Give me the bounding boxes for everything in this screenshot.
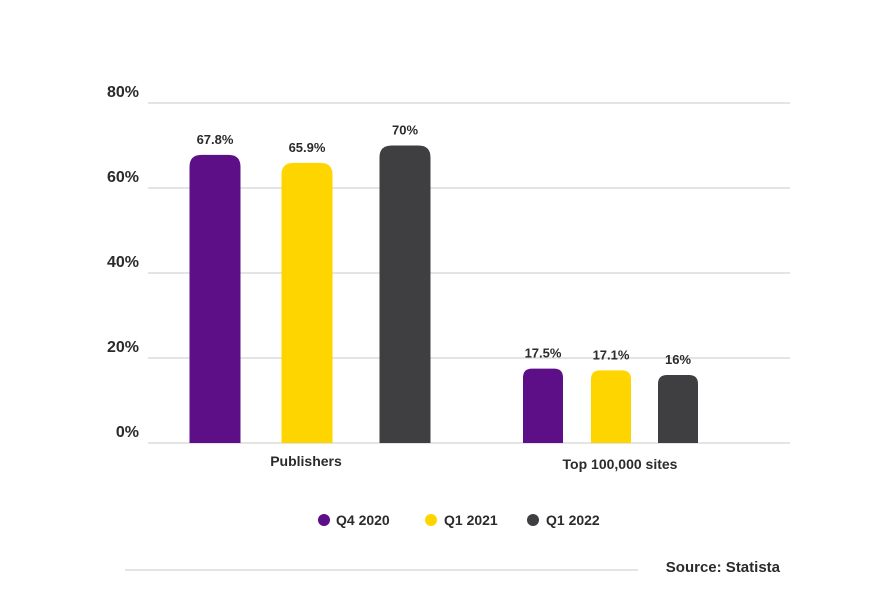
y-tick-label-1: 20% [107,339,139,356]
bars [189,145,698,444]
legend-swatch-0 [318,514,330,526]
data-label-q1-2021-0: 65.9% [289,140,326,155]
x-axis-categories: Publishers Top 100,000 sites [270,453,677,472]
legend-swatch-1 [425,514,437,526]
legend-label-0: Q4 2020 [336,512,390,528]
legend-item-q4-2020[interactable]: Q4 2020 [318,512,390,528]
legend-label-2: Q1 2022 [546,512,600,528]
y-tick-label-4: 80% [107,84,139,101]
category-label-0: Publishers [270,453,342,469]
data-labels: 67.8% 65.9% 70% 17.5% 17.1% 16% [197,123,692,368]
source-label: Source: Statista [666,559,781,576]
source-footer: Source: Statista [125,559,781,576]
bar-q4-2020-top-100-000-sites [523,368,563,443]
bar-q1-2021-top-100-000-sites [591,370,631,443]
y-tick-label-3: 60% [107,169,139,186]
legend-item-q1-2021[interactable]: Q1 2021 [425,512,498,528]
data-label-q1-2022-1: 16% [665,352,691,367]
category-label-1: Top 100,000 sites [563,456,678,472]
bar-q1-2022-publishers [379,145,431,443]
data-label-q4-2020-0: 67.8% [197,132,234,147]
data-label-q1-2021-1: 17.1% [593,347,630,362]
y-axis: 0% 20% 40% 60% 80% [107,84,139,441]
bar-q1-2022-top-100-000-sites [658,375,698,443]
legend[interactable]: Q4 2020 Q1 2021 Q1 2022 [318,512,600,528]
y-tick-label-2: 40% [107,254,139,271]
data-label-q4-2020-1: 17.5% [525,346,562,361]
legend-swatch-2 [527,514,539,526]
bar-q1-2021-publishers [281,162,333,444]
legend-label-1: Q1 2021 [444,512,498,528]
bar-q4-2020-publishers [189,154,241,443]
data-label-q1-2022-0: 70% [392,123,418,138]
y-tick-label-0: 0% [116,424,139,441]
legend-item-q1-2022[interactable]: Q1 2022 [527,512,600,528]
